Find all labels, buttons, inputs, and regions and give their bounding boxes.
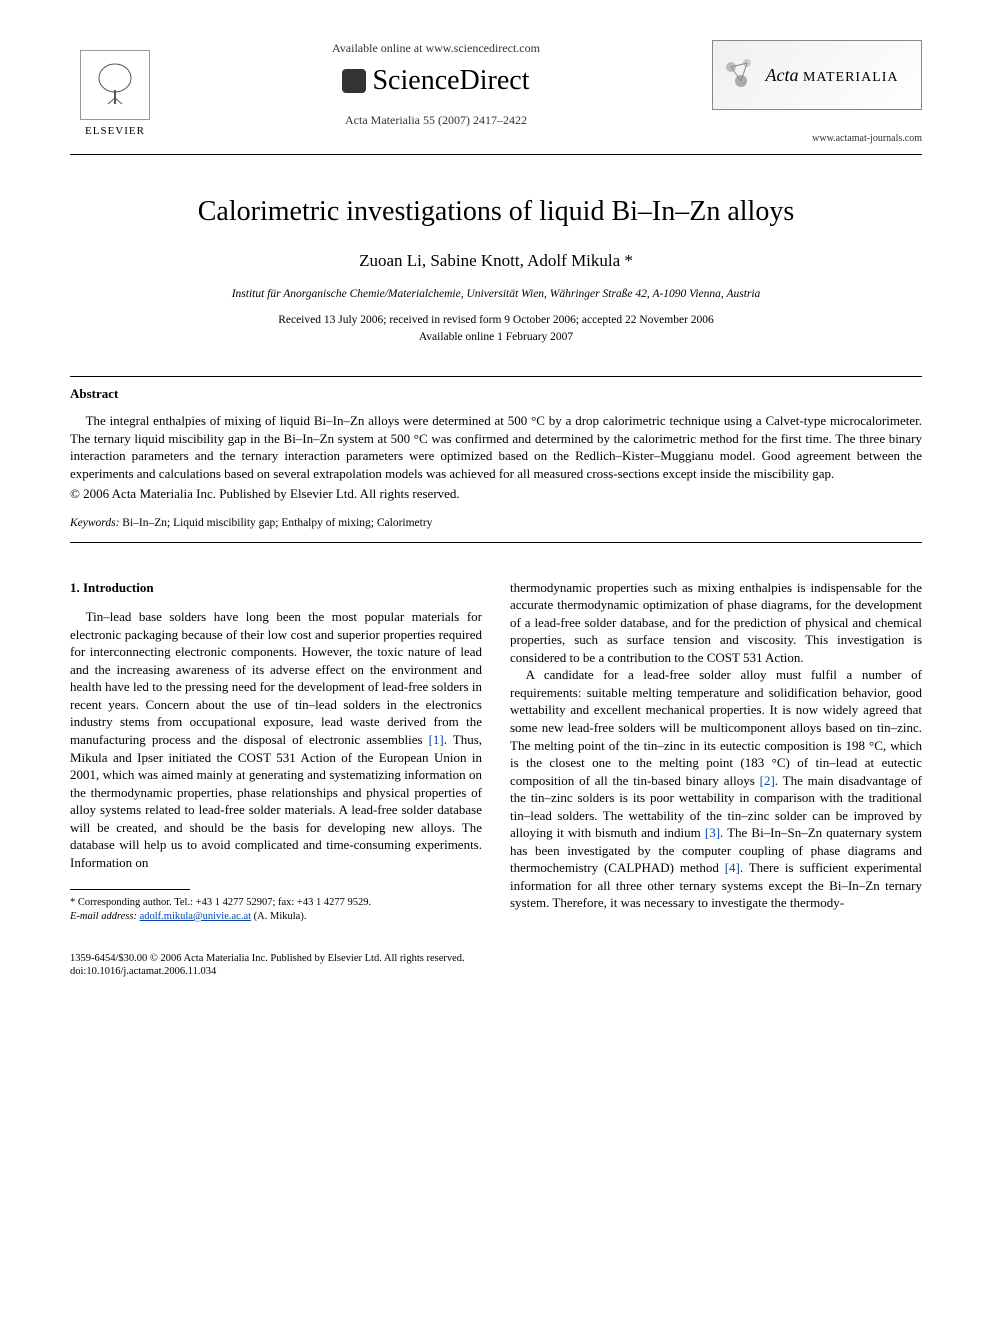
- footnote-line1: * Corresponding author. Tel.: +43 1 4277…: [70, 896, 482, 910]
- article-title: Calorimetric investigations of liquid Bi…: [70, 193, 922, 231]
- header-row: ELSEVIER Available online at www.science…: [70, 40, 922, 146]
- citation-2[interactable]: [2]: [760, 773, 775, 788]
- journal-url: www.actamat-journals.com: [712, 132, 922, 146]
- journal-logo-block: Acta MATERIALIA www.actamat-journals.com: [712, 40, 922, 146]
- elsevier-tree-icon: [80, 50, 150, 120]
- col2-text-2a: A candidate for a lead-free solder alloy…: [510, 667, 922, 787]
- column-left: 1. Introduction Tin–lead base solders ha…: [70, 579, 482, 924]
- keywords-text: Bi–In–Zn; Liquid miscibility gap; Enthal…: [119, 517, 432, 529]
- footer-copyright: 1359-6454/$30.00 © 2006 Acta Materialia …: [70, 952, 922, 966]
- intro-text-1b: . Thus, Mikula and Ipser initiated the C…: [70, 732, 482, 870]
- citation-3[interactable]: [3]: [705, 825, 720, 840]
- col2-para1: thermodynamic properties such as mixing …: [510, 579, 922, 667]
- footer-doi: doi:10.1016/j.actamat.2006.11.034: [70, 965, 922, 979]
- citation-1[interactable]: [1]: [429, 732, 444, 747]
- abstract-text: The integral enthalpies of mixing of liq…: [70, 412, 922, 482]
- dates-online: Available online 1 February 2007: [70, 330, 922, 346]
- page-footer: 1359-6454/$30.00 © 2006 Acta Materialia …: [70, 952, 922, 979]
- available-online-text: Available online at www.sciencedirect.co…: [180, 40, 692, 56]
- sciencedirect-text: ScienceDirect: [372, 62, 529, 100]
- authors: Zuoan Li, Sabine Knott, Adolf Mikula *: [70, 250, 922, 273]
- abstract-heading: Abstract: [70, 385, 922, 403]
- citation-4[interactable]: [4]: [725, 860, 740, 875]
- body-columns: 1. Introduction Tin–lead base solders ha…: [70, 579, 922, 924]
- footnote-tail: (A. Mikula).: [251, 911, 306, 922]
- affiliation: Institut für Anorganische Chemie/Materia…: [70, 287, 922, 303]
- elsevier-label: ELSEVIER: [85, 124, 145, 139]
- footnote-email[interactable]: adolf.mikula@univie.ac.at: [140, 911, 251, 922]
- journal-logo-materialia: MATERIALIA: [803, 70, 899, 85]
- journal-logo-acta: Acta: [765, 65, 798, 85]
- elsevier-logo: ELSEVIER: [70, 40, 160, 139]
- footnote-line2: E-mail address: adolf.mikula@univie.ac.a…: [70, 910, 482, 924]
- corresponding-author-footnote: * Corresponding author. Tel.: +43 1 4277…: [70, 896, 482, 923]
- intro-para-1: Tin–lead base solders have long been the…: [70, 608, 482, 871]
- abstract-top-rule: [70, 376, 922, 377]
- keywords: Keywords: Bi–In–Zn; Liquid miscibility g…: [70, 516, 922, 532]
- center-header: Available online at www.sciencedirect.co…: [160, 40, 712, 128]
- journal-logo-box: Acta MATERIALIA: [712, 40, 922, 110]
- keywords-label: Keywords:: [70, 517, 119, 529]
- sciencedirect-logo: ScienceDirect: [180, 62, 692, 100]
- journal-reference: Acta Materialia 55 (2007) 2417–2422: [180, 112, 692, 128]
- intro-heading: 1. Introduction: [70, 579, 482, 597]
- dates-received: Received 13 July 2006; received in revis…: [70, 313, 922, 329]
- footnote-separator: [70, 889, 190, 890]
- abstract-copyright: © 2006 Acta Materialia Inc. Published by…: [70, 485, 922, 503]
- abstract-section: Abstract The integral enthalpies of mixi…: [70, 376, 922, 543]
- intro-text-1a: Tin–lead base solders have long been the…: [70, 609, 482, 747]
- column-right: thermodynamic properties such as mixing …: [510, 579, 922, 924]
- header-rule: [70, 154, 922, 155]
- sciencedirect-icon: [342, 69, 366, 93]
- col2-para2: A candidate for a lead-free solder alloy…: [510, 666, 922, 912]
- keywords-rule: [70, 542, 922, 543]
- footnote-email-label: E-mail address:: [70, 911, 137, 922]
